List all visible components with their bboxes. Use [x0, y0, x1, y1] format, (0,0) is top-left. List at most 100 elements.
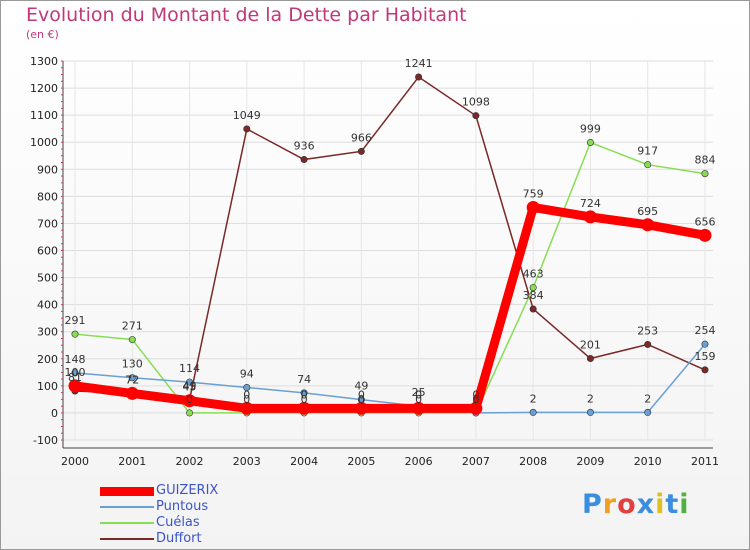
data-point-duffort — [472, 112, 480, 120]
data-point-duffort — [644, 340, 652, 348]
data-point-cuelas — [586, 138, 594, 146]
series-lines — [68, 73, 712, 417]
data-point-puntous — [71, 369, 79, 377]
data-label-puntous: 130 — [122, 358, 143, 371]
data-point-duffort — [415, 73, 423, 81]
data-label-cuelas: 0 — [186, 393, 193, 406]
data-point-puntous — [529, 408, 537, 416]
legend-label-duffort: Duffort — [156, 531, 202, 546]
logo-letter: P — [582, 489, 603, 520]
data-label-cuelas: 0 — [243, 393, 250, 406]
x-tick-label: 2003 — [233, 455, 261, 468]
data-point-cuelas — [701, 170, 709, 178]
data-point-duffort — [243, 125, 251, 133]
y-tick-label: -100 — [33, 434, 58, 447]
data-label-guizerix: 695 — [637, 205, 658, 218]
legend-swatch-cuelas — [100, 522, 154, 524]
data-point-puntous — [186, 378, 194, 386]
data-label-cuelas: 271 — [122, 320, 143, 333]
data-point-puntous — [243, 383, 251, 391]
data-label-guizerix: 0 — [358, 388, 365, 401]
data-point-cuelas — [71, 330, 79, 338]
y-tick-label: 500 — [37, 272, 58, 285]
logo-letter: i — [655, 489, 666, 520]
x-tick-label: 2004 — [290, 455, 318, 468]
data-point-guizerix — [183, 394, 197, 408]
data-point-guizerix — [240, 401, 254, 415]
x-tick-label: 2000 — [61, 455, 89, 468]
data-label-cuelas: 0 — [301, 393, 308, 406]
data-label-puntous: 2 — [644, 392, 651, 405]
x-tick-labels: 2000 2001 2002 2003 2004 2005 2006 2007 2008 2009… — [61, 455, 719, 468]
x-tick-label: 2007 — [462, 455, 490, 468]
data-label-puntous: 74 — [297, 373, 311, 386]
data-label-puntous: 2 — [530, 392, 537, 405]
data-point-guizerix — [412, 401, 426, 415]
data-point-duffort — [529, 305, 537, 313]
data-label-duffort: 966 — [351, 131, 372, 144]
series-line-guizerix — [70, 202, 710, 413]
proxiti-logo: Proxiti — [582, 489, 690, 520]
y-tick-label: 600 — [37, 245, 58, 258]
logo-letter: o — [617, 489, 637, 520]
data-label-puntous: 94 — [240, 367, 254, 380]
data-label-puntous: 0 — [472, 393, 479, 406]
data-point-cuelas — [644, 161, 652, 169]
chart-subtitle: (en €) — [26, 28, 59, 41]
y-tick-label: 700 — [37, 217, 58, 230]
data-point-puntous — [128, 374, 136, 382]
y-tick-label: 400 — [37, 299, 58, 312]
data-label-cuelas: 291 — [65, 314, 86, 327]
y-tick-label: 900 — [37, 163, 58, 176]
logo-letter: r — [602, 489, 618, 520]
legend-swatch-puntous — [100, 506, 154, 508]
data-point-guizerix — [641, 218, 655, 232]
data-label-guizerix: 72 — [125, 373, 139, 386]
data-label-puntous: 254 — [694, 324, 715, 337]
y-tick-label: 300 — [37, 326, 58, 339]
data-label-duffort: 1098 — [462, 96, 490, 109]
data-label-guizerix: 759 — [523, 187, 544, 200]
y-tick-label: 1100 — [30, 109, 58, 122]
data-point-guizerix — [125, 386, 139, 400]
data-point-guizerix — [469, 401, 483, 415]
y-tick-label: 1000 — [30, 136, 58, 149]
data-label-duffort: 72 — [125, 373, 139, 386]
data-point-guizerix — [698, 228, 712, 242]
data-label-duffort: 49 — [183, 380, 197, 393]
data-label-puntous: 25 — [412, 386, 426, 399]
data-label-cuelas: 884 — [694, 154, 715, 167]
data-label-duffort: 936 — [294, 140, 315, 153]
data-label-duffort: 81 — [68, 371, 82, 384]
x-tick-label: 2006 — [405, 455, 433, 468]
axes — [61, 60, 713, 449]
data-point-cuelas — [128, 336, 136, 344]
y-tick-label: 200 — [37, 353, 58, 366]
data-label-duffort: 384 — [523, 289, 544, 302]
data-label-cuelas: 999 — [580, 122, 601, 135]
data-label-duffort: 1049 — [233, 109, 261, 122]
data-point-guizerix — [583, 210, 597, 224]
x-tick-label: 2005 — [347, 455, 375, 468]
legend-swatch-duffort — [100, 538, 154, 540]
x-tick-label: 2009 — [576, 455, 604, 468]
data-point-guizerix — [68, 379, 82, 393]
data-label-duffort: 201 — [580, 339, 601, 352]
data-label-duffort: 253 — [637, 324, 658, 337]
series-line-duffort — [74, 76, 706, 401]
y-tick-label: 1300 — [30, 55, 58, 68]
data-point-duffort — [701, 366, 709, 374]
y-tick-label: 800 — [37, 190, 58, 203]
x-tick-label: 2001 — [118, 455, 146, 468]
data-label-guizerix: 0 — [415, 388, 422, 401]
data-point-duffort — [300, 156, 308, 164]
y-tick-label: 0 — [51, 407, 58, 420]
data-label-puntous: 148 — [65, 353, 86, 366]
legend-label-guizerix: GUIZERIX — [156, 483, 219, 498]
x-tick-label: 2008 — [519, 455, 547, 468]
data-label-puntous: 49 — [354, 380, 368, 393]
x-tick-label: 2011 — [691, 455, 719, 468]
data-point-guizerix — [297, 401, 311, 415]
